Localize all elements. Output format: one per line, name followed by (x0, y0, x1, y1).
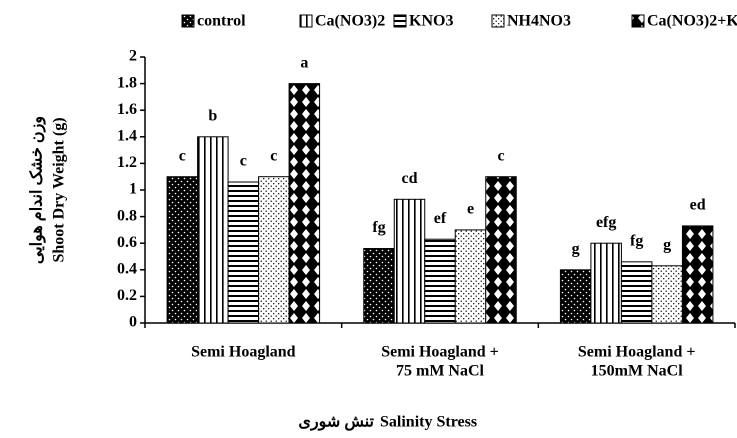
legend-swatch (181, 14, 195, 28)
bar-letter: g (663, 236, 671, 253)
bar (681, 225, 714, 324)
bar-letter: g (572, 240, 580, 257)
x-tick-label: Semi Hoagland + (578, 344, 696, 361)
legend-label: Ca(NO3)2 (315, 13, 385, 30)
bar-letter: a (300, 54, 308, 71)
bar (227, 181, 260, 324)
bar (424, 238, 456, 324)
legend-swatch (393, 14, 407, 28)
y-axis-label: Shoot Dry Weight (g) (51, 117, 68, 262)
x-tick-label: Semi Hoagland (191, 344, 296, 361)
x-tick-label: 150mM NaCl (591, 363, 684, 380)
bar-letter: c (240, 153, 247, 170)
y-tick-label: 1.6 (117, 101, 137, 118)
y-tick-label: 1.4 (117, 127, 137, 144)
bar (363, 248, 395, 324)
bar (393, 198, 426, 324)
y-tick-label: 1 (129, 181, 137, 198)
legend-item: Ca(NO3)2 (299, 13, 385, 30)
legend-label: NH4NO3 (507, 13, 571, 30)
y-axis-label: وزن خشک اندام هوایی (29, 116, 47, 264)
bar-letter: e (467, 201, 474, 218)
bar-letter: fg (372, 219, 385, 236)
bar (258, 176, 290, 324)
bar (620, 261, 653, 324)
y-tick-label: 0.8 (117, 207, 137, 224)
legend-item: NH4NO3 (491, 13, 571, 30)
legend-swatch (299, 14, 313, 28)
x-tick-label: 75 mM NaCl (396, 363, 485, 380)
bar-letter: cd (402, 170, 418, 187)
legend-label: Ca(NO3)2+KNO3 (647, 13, 737, 30)
bar-letter: fg (630, 232, 643, 249)
bar (559, 269, 592, 324)
y-tick-label: 0.6 (117, 234, 137, 251)
bar-letter: c (497, 147, 504, 164)
x-axis-label: تنش شوری (298, 414, 374, 432)
legend-item: Ca(NO3)2+KNO3 (631, 13, 737, 30)
y-tick-label: 1.2 (117, 154, 137, 171)
legend-swatch (491, 14, 505, 28)
bar (454, 229, 487, 324)
bar-letter: efg (596, 214, 616, 231)
legend-item: KNO3 (393, 13, 453, 30)
x-axis-label: Salinity Stress (380, 414, 477, 431)
bar-letter: c (179, 147, 186, 164)
bar-letter: ef (434, 210, 447, 227)
bar (485, 176, 517, 324)
legend-item: control (181, 13, 246, 30)
y-tick-label: 2 (129, 48, 137, 65)
bar (651, 265, 683, 324)
bar (166, 176, 199, 324)
legend-label: KNO3 (409, 13, 453, 30)
bar (288, 83, 321, 324)
bar-letter: c (270, 147, 277, 164)
y-tick-label: 0 (129, 314, 137, 331)
y-tick-label: 1.8 (117, 74, 137, 91)
bar (590, 242, 622, 324)
bar-letter: b (208, 107, 217, 124)
x-tick-label: Semi Hoagland + (381, 344, 499, 361)
bar-letter: ed (690, 197, 706, 214)
legend-label: control (197, 13, 246, 30)
y-tick-label: 0.2 (117, 287, 137, 304)
legend-swatch (631, 14, 645, 28)
y-tick-label: 0.4 (117, 260, 137, 277)
bar (197, 136, 229, 324)
